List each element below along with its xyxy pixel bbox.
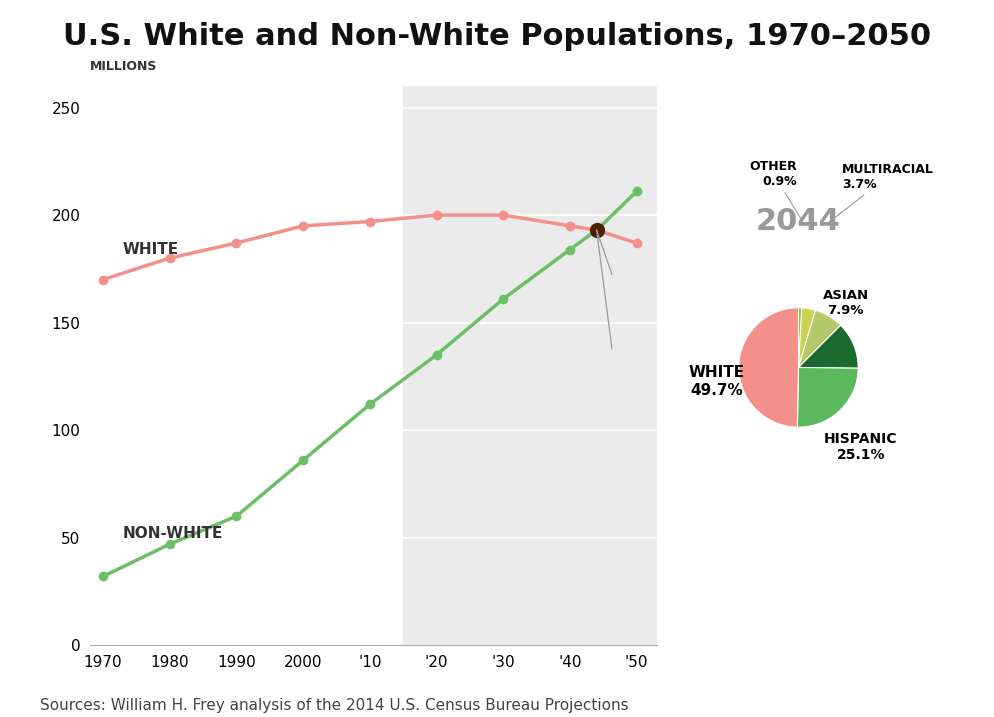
Wedge shape [797, 326, 857, 369]
Text: Sources: William H. Frey analysis of the 2014 U.S. Census Bureau Projections: Sources: William H. Frey analysis of the… [40, 698, 628, 713]
Text: WHITE: WHITE [123, 242, 179, 257]
Text: U.S. White and Non-White Populations, 1970–2050: U.S. White and Non-White Populations, 19… [64, 22, 930, 50]
Wedge shape [797, 310, 840, 368]
Text: BLACK
12.7%: BLACK 12.7% [855, 333, 907, 364]
Text: 2044: 2044 [755, 207, 840, 236]
Text: HISPANIC
25.1%: HISPANIC 25.1% [823, 432, 897, 462]
Wedge shape [796, 368, 857, 427]
Wedge shape [797, 308, 801, 368]
Text: NON-WHITE: NON-WHITE [123, 526, 223, 541]
Text: MILLIONS: MILLIONS [89, 60, 157, 73]
Wedge shape [738, 308, 798, 427]
Text: ASIAN
7.9%: ASIAN 7.9% [822, 289, 868, 317]
Bar [403, 86, 656, 645]
Text: WHITE
49.7%: WHITE 49.7% [688, 366, 744, 398]
Text: OTHER
0.9%: OTHER 0.9% [748, 159, 801, 219]
Wedge shape [797, 308, 815, 368]
Text: MULTIRACIAL
3.7%: MULTIRACIAL 3.7% [827, 163, 932, 223]
